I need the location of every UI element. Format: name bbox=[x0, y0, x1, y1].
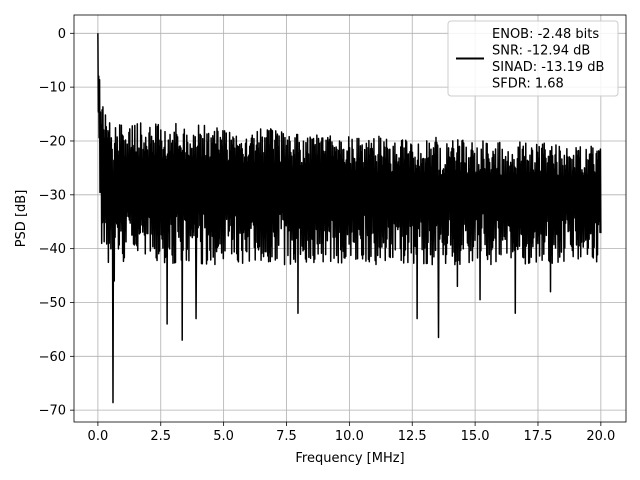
y-tick-label: −40 bbox=[39, 242, 66, 257]
y-tick-label: −60 bbox=[39, 350, 66, 365]
legend-box bbox=[447, 20, 619, 97]
x-axis-ticks: 0.0 2.5 5.0 7.5 10.0 12.5 15.0 17.5 20.0 bbox=[88, 422, 615, 444]
y-tick-label: −50 bbox=[39, 296, 66, 311]
legend-entry-line: SFDR: 1.68 bbox=[492, 77, 564, 92]
y-axis-title: PSD [dB] bbox=[14, 190, 29, 248]
y-tick-label: 0 bbox=[58, 27, 66, 42]
x-tick-label: 10.0 bbox=[335, 429, 364, 444]
y-axis-ticks: 0 −10 −20 −30 −40 −50 −60 −70 bbox=[39, 27, 74, 419]
legend-entry-line: SNR: -12.94 dB bbox=[492, 44, 590, 59]
series-layer bbox=[97, 33, 602, 404]
x-axis-title: Frequency [MHz] bbox=[295, 451, 404, 466]
x-tick-label: 2.5 bbox=[150, 429, 171, 444]
plot-frame bbox=[73, 14, 627, 423]
y-tick-label: −30 bbox=[39, 188, 66, 203]
x-tick-label: 7.5 bbox=[276, 429, 297, 444]
x-tick-label: 15.0 bbox=[461, 429, 490, 444]
y-tick-label: −20 bbox=[39, 134, 66, 149]
legend-entry-line: SINAD: -13.19 dB bbox=[492, 60, 604, 75]
x-tick-label: 0.0 bbox=[88, 429, 109, 444]
x-tick-label: 17.5 bbox=[524, 429, 553, 444]
x-tick-label: 5.0 bbox=[213, 429, 234, 444]
psd-series-line bbox=[97, 33, 602, 404]
y-tick-label: −10 bbox=[39, 81, 66, 96]
y-tick-label: −70 bbox=[39, 404, 66, 419]
x-tick-label: 12.5 bbox=[398, 429, 427, 444]
legend-entry-line: ENOB: -2.48 bits bbox=[492, 27, 599, 42]
x-tick-label: 20.0 bbox=[586, 429, 615, 444]
